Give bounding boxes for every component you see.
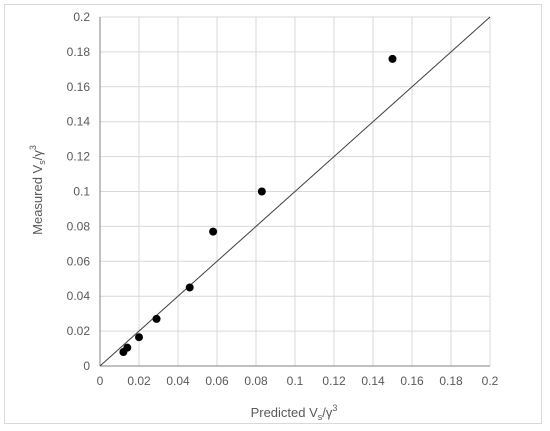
x-axis-label-main: Predicted V: [251, 405, 319, 420]
x-axis-label-sub: s: [318, 412, 323, 422]
y-tick-label: 0.18: [67, 45, 91, 59]
x-tick-label: 0.16: [400, 374, 424, 388]
reference-line-layer: [99, 16, 491, 367]
y-tick-label: 0.12: [67, 150, 91, 164]
y-axis-label-sup: 3: [28, 145, 38, 150]
y-axis-label-rest: /γ: [30, 150, 45, 161]
y-tick-label: 0.04: [67, 289, 91, 303]
data-point: [185, 283, 194, 292]
y-tick-labels: 0 0.02 0.04 0.06 0.08 0.1 0.12 0.14 0.16 0.18 0.2: [67, 10, 91, 373]
x-tick-label: 0.2: [482, 374, 499, 388]
data-point: [388, 54, 397, 63]
y-tick-label: 0.2: [73, 10, 90, 24]
x-axis-label-rest: /γ: [322, 405, 333, 420]
data-point: [209, 227, 218, 236]
data-point: [257, 187, 266, 196]
grid-lines: [100, 16, 491, 366]
x-tick-label: 0.14: [361, 374, 385, 388]
x-axis-label-sup: 3: [332, 403, 337, 413]
data-points: [119, 54, 397, 357]
data-point: [135, 333, 143, 342]
x-tick-labels: 0 0.02 0.04 0.06 0.08 0.1 0.12 0.14 0.16 0.18 0.2: [97, 374, 499, 388]
y-axis-label: Measured Vs/γ3: [28, 145, 47, 235]
y-tick-label: 0: [83, 359, 90, 373]
axes: [99, 17, 490, 367]
y-tick-label: 0.06: [67, 254, 91, 268]
x-tick-label: 0.12: [322, 374, 346, 388]
x-tick-label: 0.1: [287, 374, 304, 388]
reference-line: [99, 16, 491, 367]
x-tick-label: 0.02: [127, 374, 151, 388]
x-tick-label: 0.06: [205, 374, 229, 388]
data-point: [152, 314, 161, 323]
y-axis-label-main: Measured V: [30, 164, 45, 234]
y-tick-label: 0.1: [73, 185, 90, 199]
chart-frame: [4, 4, 542, 424]
y-tick-label: 0.08: [67, 219, 91, 233]
x-tick-label: 0.08: [244, 374, 268, 388]
x-tick-label: 0.18: [439, 374, 463, 388]
data-point: [123, 343, 132, 352]
y-tick-label: 0.14: [67, 115, 91, 129]
x-axis-label: Predicted Vs/γ3: [251, 403, 338, 422]
y-axis-label-sub: s: [37, 160, 47, 165]
x-tick-label: 0.04: [166, 374, 190, 388]
y-tick-label: 0.02: [67, 324, 91, 338]
y-tick-label: 0.16: [67, 80, 91, 94]
x-tick-label: 0: [97, 374, 104, 388]
